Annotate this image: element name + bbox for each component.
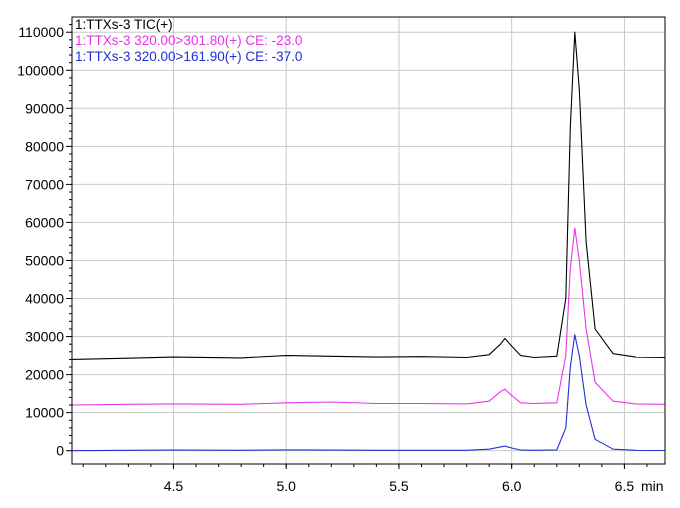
y-tick-label: 100000 (17, 62, 64, 78)
ticks: 4.5 5.0 5.5 6.0 6.5 min 0 10000 20000 30000 40000 5… (17, 24, 664, 494)
y-tick-label: 40000 (25, 291, 64, 307)
x-tick-label: 6.5 (615, 478, 635, 494)
y-tick-label: 110000 (18, 24, 64, 40)
y-tick-label: 0 (56, 443, 64, 459)
y-tick-label: 50000 (25, 252, 64, 268)
y-tick-label: 20000 (25, 367, 64, 383)
plot-frame (71, 16, 666, 465)
y-tick-label: 10000 (25, 405, 64, 421)
legend-entry-0: 1:TTXs-3 TIC(+) (75, 17, 173, 32)
x-tick-label: 4.5 (164, 478, 184, 494)
series-layer (71, 31, 666, 452)
legend: 1:TTXs-3 TIC(+)1:TTXs-3 320.00>301.80(+)… (75, 17, 302, 64)
series-line-1 (71, 227, 666, 406)
legend-entry-2: 1:TTXs-3 320.00>161.90(+) CE: -37.0 (75, 49, 302, 64)
x-tick-label: 5.0 (276, 478, 296, 494)
series-line-2 (71, 334, 666, 452)
y-tick-label: 30000 (25, 329, 64, 345)
series-line-0 (71, 31, 666, 360)
x-tick-label: 6.0 (502, 478, 522, 494)
x-unit-label: min (641, 478, 664, 494)
legend-entry-1: 1:TTXs-3 320.00>301.80(+) CE: -23.0 (75, 33, 302, 48)
y-tick-label: 80000 (25, 138, 64, 154)
y-tick-label: 70000 (25, 176, 64, 192)
y-tick-label: 90000 (25, 100, 64, 116)
x-tick-label: 5.5 (389, 478, 409, 494)
axes (71, 16, 666, 465)
y-tick-label: 60000 (25, 214, 64, 230)
